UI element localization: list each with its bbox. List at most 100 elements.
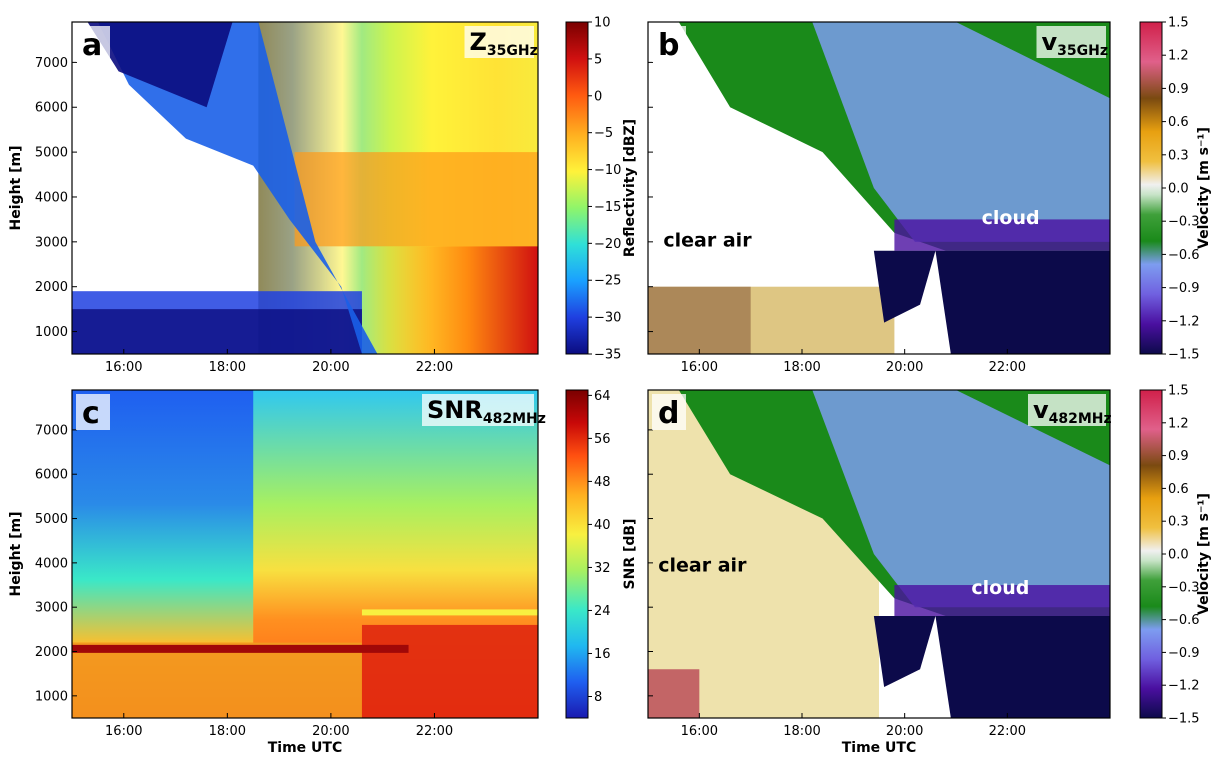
colorbar	[565, 21, 589, 355]
colorbar-tick-label: −1.2	[1168, 314, 1200, 329]
y-tick-label: 2000	[35, 280, 68, 295]
y-tick-label: 5000	[35, 512, 68, 527]
colorbar-tick-label: 16	[594, 647, 611, 662]
colorbar-tick-label: −1.5	[1168, 348, 1200, 363]
x-tick-label: 16:00	[681, 724, 718, 739]
colorbar	[1139, 21, 1163, 355]
y-tick-label: 4000	[35, 556, 68, 571]
colorbar-tick-label: 5	[594, 52, 602, 67]
panel-letter: c	[82, 396, 100, 431]
reflectivity-cloud-edge	[97, 22, 378, 354]
colorbar-tick-label: −0.6	[1168, 613, 1200, 628]
colorbar-tick-label: 0.9	[1168, 449, 1189, 464]
panel-letter-background	[652, 26, 686, 62]
colorbar-tick-label: −30	[594, 311, 621, 326]
panel-letter: d	[658, 396, 679, 431]
panel-b: 16:00 18:00 20:00 22:00 b v35GHz clear air clou…	[647, 16, 1212, 375]
colorbar-tick-label: 0.3	[1168, 148, 1189, 163]
colorbar-label: SNR [dB]	[622, 519, 638, 590]
colorbar-tick-label: 0.6	[1168, 482, 1189, 497]
x-tick-label: 20:00	[886, 360, 923, 375]
annotation-clear-air: clear air	[663, 229, 752, 251]
colorbar-tick-label: −0.9	[1168, 646, 1200, 661]
colorbar-tick-label: 0	[594, 89, 602, 104]
colorbar-tick-label: −1.5	[1168, 712, 1200, 727]
colorbar-tick-label: −0.9	[1168, 281, 1200, 296]
plot-frame	[647, 21, 1111, 355]
snr-boundary-layer	[72, 642, 362, 718]
annotation-clear-air: clear air	[658, 555, 747, 577]
panel-letter: b	[658, 28, 679, 63]
y-tick-label: 1000	[35, 325, 68, 340]
colorbar-tick-label: 24	[594, 604, 611, 619]
y-tick-label: 5000	[35, 146, 68, 161]
panel-c: 16:00 18:00 20:00 22:00 1000 2000 3000 4000 5000…	[8, 389, 638, 756]
velocity-virga	[873, 616, 936, 687]
y-tick-label: 6000	[35, 101, 68, 116]
plot-frame	[71, 21, 539, 355]
x-axis-label: Time UTC	[268, 740, 343, 756]
x-tick-label: 20:00	[886, 724, 923, 739]
colorbar-tick-label: −15	[594, 200, 621, 215]
velocity-cloud-fall	[812, 390, 1110, 608]
x-tick-label: 20:00	[312, 724, 349, 739]
panel-title-background	[422, 394, 534, 426]
y-tick-label: 3000	[35, 235, 68, 250]
panel-letter-background	[76, 26, 110, 62]
colorbar-tick-label: −10	[594, 163, 621, 178]
reflectivity-clear-air-base	[72, 309, 362, 354]
colorbar-tick-label: 0.0	[1168, 182, 1189, 197]
snr-field-left	[72, 390, 254, 643]
panel-title-background	[1036, 26, 1106, 58]
panel-title: v35GHz	[1042, 28, 1109, 59]
colorbar	[565, 389, 589, 719]
velocity-clear-air-noise-left	[648, 286, 751, 354]
x-tick-label: 16:00	[105, 360, 142, 375]
colorbar-tick-label: −25	[594, 274, 621, 289]
y-tick-label: 7000	[35, 56, 68, 71]
velocity-cloud-base	[894, 585, 1110, 617]
y-tick-label: 6000	[35, 468, 68, 483]
x-tick-label: 22:00	[416, 724, 453, 739]
x-tick-label: 18:00	[783, 724, 820, 739]
panel-a: 16:00 18:00 20:00 22:00 1000 2000 3000 4000 5000…	[8, 16, 638, 376]
panel-letter: a	[82, 28, 102, 63]
reflectivity-upper-cloud	[87, 22, 233, 108]
y-tick-label: 7000	[35, 423, 68, 438]
colorbar-tick-label: −5	[594, 126, 613, 141]
colorbar-tick-label: 0.3	[1168, 515, 1189, 530]
colorbar-tick-label: 32	[594, 561, 611, 576]
colorbar-tick-label: −0.6	[1168, 248, 1200, 263]
snr-inversion-band	[72, 644, 409, 653]
x-tick-label: 22:00	[989, 724, 1026, 739]
velocity-cloud-fall	[812, 22, 1110, 242]
colorbar-tick-label: 0.9	[1168, 82, 1189, 97]
plot-frame	[647, 389, 1111, 719]
x-tick-label: 18:00	[209, 360, 246, 375]
annotation-cloud: cloud	[982, 207, 1040, 229]
x-tick-label: 18:00	[783, 360, 820, 375]
panel-letter-background	[76, 394, 110, 430]
colorbar-tick-label: 40	[594, 518, 611, 533]
annotation-cloud: cloud	[971, 577, 1029, 599]
snr-melting-band	[361, 609, 538, 616]
velocity-rain-field	[935, 616, 1110, 718]
x-tick-label: 16:00	[681, 360, 718, 375]
y-axis-label: Height [m]	[8, 512, 24, 597]
reflectivity-rain-layer	[361, 246, 538, 354]
colorbar-tick-label: −1.2	[1168, 679, 1200, 694]
y-tick-label: 1000	[35, 689, 68, 704]
y-tick-label: 2000	[35, 645, 68, 660]
y-tick-label: 4000	[35, 190, 68, 205]
panel-letter-background	[652, 394, 686, 430]
velocity-rain-field	[935, 250, 1110, 354]
colorbar-tick-label: 48	[594, 475, 611, 490]
x-axis-label: Time UTC	[842, 740, 917, 756]
x-tick-label: 16:00	[105, 724, 142, 739]
panel-title: Z35GHz	[470, 28, 538, 59]
panel-title-background	[1028, 394, 1106, 426]
colorbar-label: Velocity [m s⁻¹]	[1196, 493, 1212, 615]
colorbar-tick-label: 56	[594, 432, 611, 447]
colorbar-label: Velocity [m s⁻¹]	[1196, 127, 1212, 249]
